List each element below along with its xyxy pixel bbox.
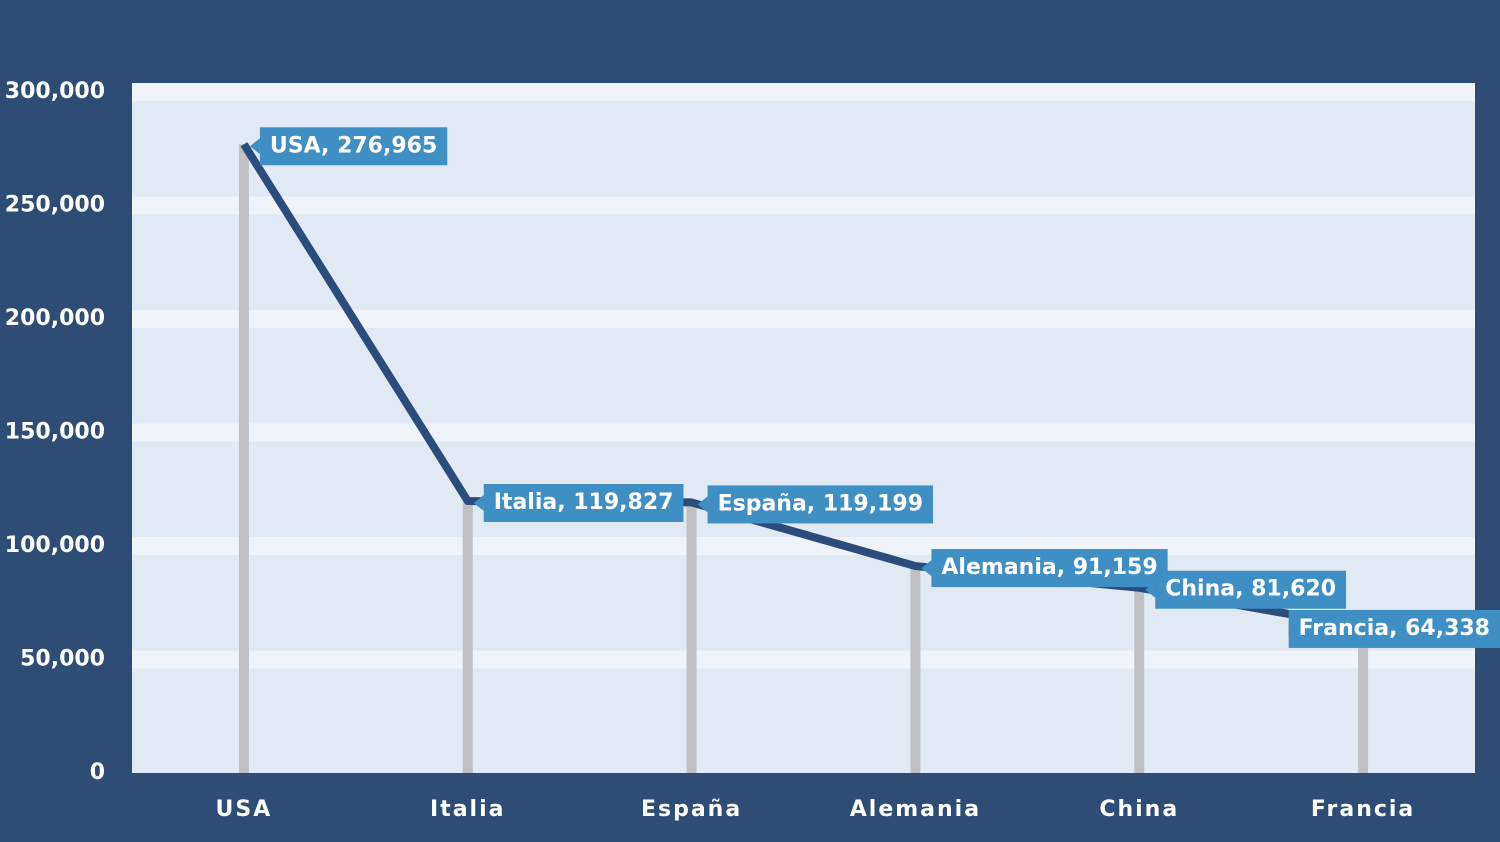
data-label-pointer [473, 494, 484, 511]
data-label-pointer [1145, 581, 1156, 598]
y-tick-label: 150,000 [5, 420, 105, 445]
x-tick-label: China [1099, 797, 1179, 822]
data-label-box [259, 127, 448, 166]
data-label: Alemania, 91,159 [921, 549, 1168, 588]
x-tick-label: Italia [430, 797, 505, 822]
data-label-box [707, 485, 934, 524]
data-label-box [1155, 570, 1347, 609]
data-label-text: España, 119,199 [718, 491, 923, 516]
data-label-pointer [249, 138, 260, 155]
data-label: Italia, 119,827 [473, 483, 684, 522]
drop-line [462, 500, 473, 773]
drop-line [1134, 587, 1145, 773]
grid-line [132, 423, 1475, 442]
drop-line [1358, 626, 1369, 773]
data-label: Francia, 64,338 [1288, 609, 1500, 648]
data-label: España, 119,199 [697, 485, 934, 524]
y-tick-label: 300,000 [5, 79, 105, 104]
x-tick-label: USA [216, 797, 273, 822]
data-label-pointer [1288, 620, 1370, 637]
y-tick-label: 50,000 [20, 647, 105, 672]
y-tick-label: 100,000 [5, 533, 105, 558]
x-tick-label: Francia [1311, 797, 1415, 822]
x-tick-label: España [641, 797, 742, 822]
y-tick-label: 250,000 [5, 193, 105, 218]
grid-line [132, 310, 1475, 328]
data-label: USA, 276,965 [249, 127, 448, 166]
data-label-text: Italia, 119,827 [494, 490, 674, 515]
data-label-pointer [697, 496, 708, 513]
data-label-box [483, 483, 684, 522]
data-label-text: China, 81,620 [1165, 577, 1336, 602]
y-tick-label: 200,000 [5, 306, 105, 331]
data-label: China, 81,620 [1145, 570, 1347, 609]
x-tick-label: Alemania [850, 797, 981, 822]
drop-line [686, 502, 697, 773]
grid-line [132, 650, 1475, 669]
data-label-text: Francia, 64,338 [1299, 616, 1490, 641]
grid-line [132, 537, 1475, 555]
data-label-text: Alemania, 91,159 [941, 555, 1157, 580]
data-label-text: USA, 276,965 [270, 133, 437, 158]
data-label-box [931, 549, 1168, 588]
drop-line [238, 144, 249, 774]
y-tick-label: 0 [90, 760, 105, 785]
drop-line [910, 566, 921, 773]
grid-line [132, 196, 1475, 215]
grid-line [132, 83, 1475, 101]
data-label-pointer [921, 560, 932, 577]
